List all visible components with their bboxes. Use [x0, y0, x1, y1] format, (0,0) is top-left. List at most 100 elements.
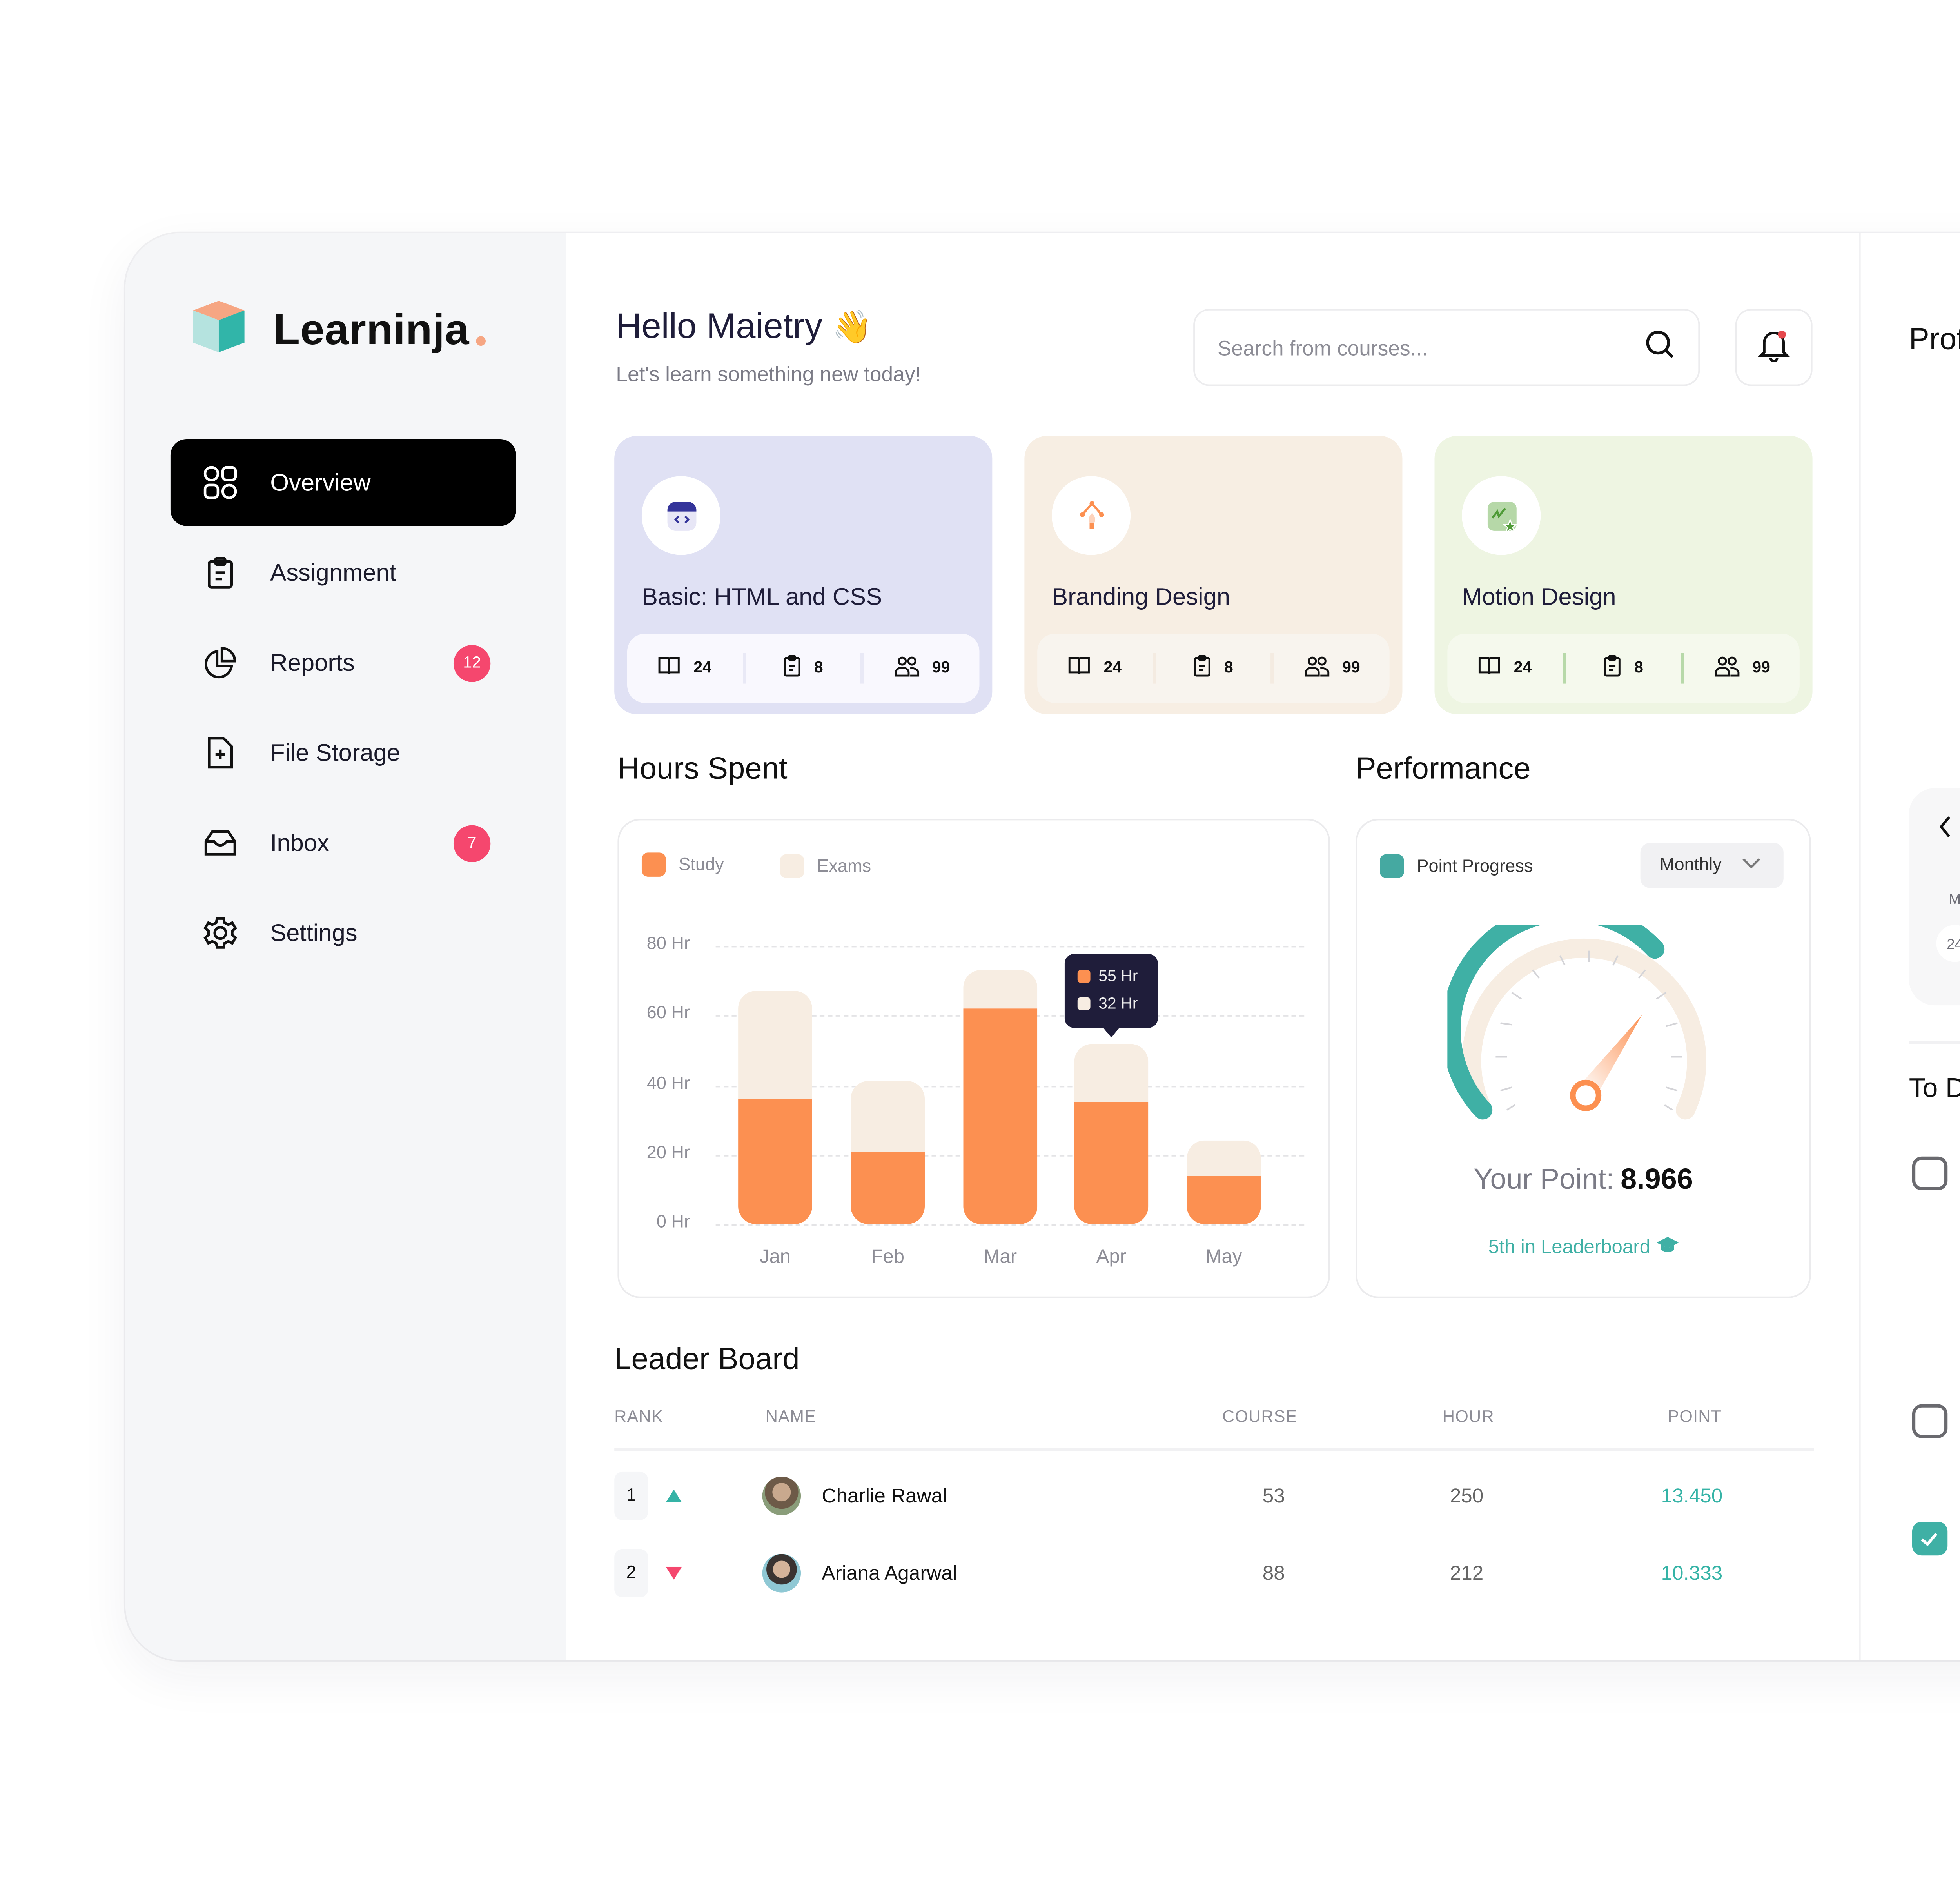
performance-title: Performance: [1356, 753, 1531, 787]
weekday-label: M: [1949, 891, 1960, 907]
course-title: Motion Design: [1462, 584, 1616, 611]
book-icon: [1478, 656, 1501, 681]
lessons-count: 24: [1514, 659, 1532, 678]
leaderboard-rank-link[interactable]: 5th in Leaderboard: [1357, 1235, 1809, 1258]
gauge: [1441, 902, 1720, 1142]
logo-dot: [475, 335, 486, 345]
y-tick-label: 60 Hr: [646, 1004, 690, 1024]
point-progress-swatch: [1380, 854, 1404, 879]
todo-checkbox-checked[interactable]: [1912, 1522, 1948, 1556]
chart-star-icon: [1462, 476, 1541, 555]
lessons-stat: 24: [1037, 656, 1152, 681]
y-tick-label: 0 Hr: [656, 1213, 690, 1232]
prev-month-button[interactable]: [1936, 814, 1953, 848]
course-card-branding-design[interactable]: Branding Design 24 8 99: [1024, 436, 1403, 714]
point-value: 13.450: [1661, 1484, 1723, 1508]
sidebar: Learninja Overview: [125, 233, 566, 1660]
assignments-stat: 8: [1566, 655, 1681, 682]
exams-segment: [963, 970, 1038, 1009]
sidebar-item-settings[interactable]: Settings: [171, 890, 516, 977]
inbox-icon: [203, 825, 238, 861]
course-stats: 24 8 99: [627, 634, 980, 703]
cube-logo-icon: [190, 298, 248, 363]
exams-segment: [1074, 1043, 1149, 1103]
search-icon[interactable]: [1644, 327, 1676, 368]
sidebar-item-overview[interactable]: Overview: [170, 439, 516, 526]
bar-mar[interactable]: [963, 970, 1038, 1224]
course-stats: 24 8 99: [1447, 634, 1800, 703]
logo[interactable]: Learninja: [190, 298, 486, 363]
sidebar-item-label: Reports: [270, 649, 355, 677]
clipboard-icon: [1194, 655, 1211, 682]
legend-label: Point Progress: [1417, 856, 1533, 876]
sidebar-item-label: Inbox: [270, 829, 329, 857]
bar-feb[interactable]: [851, 1081, 925, 1224]
your-point: Your Point: 8.966: [1357, 1163, 1809, 1197]
calendar-widget: December 2021 M24T25W26T27F28S29S30: [1909, 788, 1960, 1006]
chart-tooltip: 55 Hr 32 Hr: [1064, 953, 1158, 1037]
sidebar-item-label: Assignment: [270, 559, 396, 587]
course-cards: Basic: HTML and CSS 24 8 99 Branding Des…: [614, 436, 1813, 714]
column-header-course[interactable]: COURSE: [1222, 1407, 1298, 1427]
divider: [1152, 653, 1156, 684]
course-card-motion-design[interactable]: Motion Design 24 8 99: [1434, 436, 1813, 714]
table-row[interactable]: 2 Ariana Agarwal 88 212 10.333: [614, 1549, 1814, 1597]
course-stats: 24 8 99: [1037, 634, 1390, 703]
performance-panel: Point Progress Monthly: [1356, 819, 1811, 1298]
assignments-count: 8: [1224, 659, 1233, 678]
legend-exams[interactable]: Exams: [780, 854, 871, 879]
column-header-hour[interactable]: HOUR: [1443, 1407, 1494, 1427]
graduation-cap-icon: [1655, 1235, 1679, 1258]
bar-jan[interactable]: [738, 991, 812, 1224]
lessons-count: 24: [693, 659, 711, 678]
period-dropdown[interactable]: Monthly: [1640, 843, 1784, 888]
pie-chart-icon: [203, 645, 238, 680]
avatar: [762, 1554, 801, 1593]
search-box[interactable]: [1193, 309, 1700, 386]
hours-spent-chart: Study Exams 80 Hr 60 Hr 40 Hr 20 Hr 0 Hr Jan…: [617, 819, 1330, 1298]
tooltip-study-value: 55 Hr: [1098, 967, 1138, 986]
legend-label: Exams: [817, 856, 871, 876]
waving-hand-icon: 👋: [832, 310, 872, 346]
sidebar-item-file-storage[interactable]: File Storage: [171, 709, 516, 796]
rank-value: 2: [614, 1549, 648, 1597]
profile-role: College Student: [1861, 711, 1960, 735]
table-row[interactable]: 1 Charlie Rawal 53 250 13.450: [614, 1471, 1814, 1520]
point-value: 10.333: [1661, 1562, 1723, 1585]
bar-may[interactable]: [1187, 1141, 1261, 1224]
legend-point-progress: Point Progress: [1380, 854, 1533, 879]
column-header-rank[interactable]: RANK: [614, 1407, 663, 1427]
calendar-days: M24T25W26T27F28S29S30: [1931, 878, 1960, 975]
sidebar-item-inbox[interactable]: Inbox 7: [171, 799, 516, 887]
users-icon: [1304, 656, 1330, 681]
greeting-heading: Hello Maietry 👋: [616, 305, 872, 347]
column-header-point[interactable]: POINT: [1668, 1407, 1722, 1427]
sidebar-item-reports[interactable]: Reports 12: [171, 619, 516, 707]
todo-checkbox[interactable]: [1912, 1404, 1948, 1438]
date-number: 24: [1936, 925, 1960, 962]
notifications-button[interactable]: [1735, 309, 1813, 386]
assignments-count: 8: [1634, 659, 1643, 678]
header-divider: [614, 1448, 1814, 1451]
search-input[interactable]: [1217, 335, 1644, 360]
y-tick-label: 20 Hr: [646, 1143, 690, 1163]
x-tick-label: Feb: [871, 1245, 905, 1268]
course-value: 53: [1262, 1484, 1285, 1508]
app-name: Learninja: [273, 305, 470, 354]
todo-checkbox[interactable]: [1912, 1156, 1948, 1190]
study-swatch: [1077, 970, 1091, 983]
clipboard-icon: [203, 555, 238, 590]
chevron-down-icon: [1741, 856, 1760, 875]
bell-icon: [1756, 326, 1791, 369]
legend-study[interactable]: Study: [641, 852, 724, 877]
course-card-html-css[interactable]: Basic: HTML and CSS 24 8 99: [614, 436, 993, 714]
hours-spent-title: Hours Spent: [617, 753, 788, 787]
exams-segment: [851, 1081, 925, 1151]
calendar-day[interactable]: M 24: [1931, 878, 1960, 975]
bar-apr[interactable]: [1074, 1043, 1149, 1224]
column-header-name[interactable]: NAME: [765, 1407, 817, 1427]
greeting-text: Hello Maietry: [616, 305, 822, 346]
study-segment: [851, 1151, 925, 1224]
sidebar-item-assignment[interactable]: Assignment: [171, 529, 516, 616]
x-tick-label: Mar: [984, 1245, 1017, 1268]
